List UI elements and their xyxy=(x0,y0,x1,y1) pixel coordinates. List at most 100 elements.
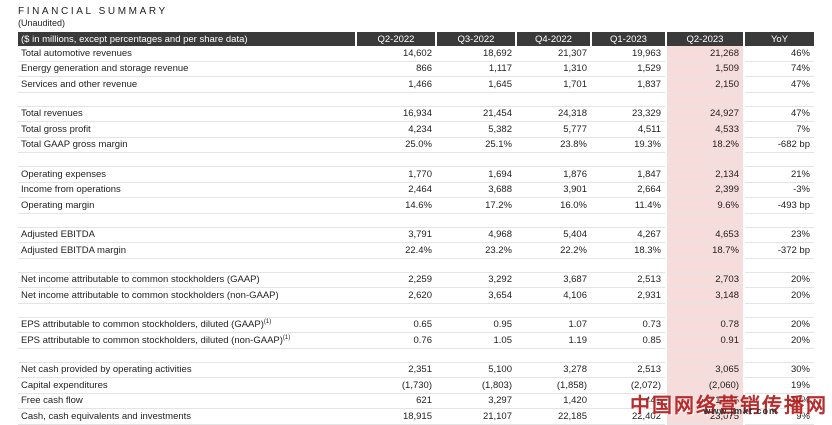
row-label: Total revenues xyxy=(18,106,356,122)
value-cell: 2,703 xyxy=(665,272,745,288)
value-cell: 0.78 xyxy=(665,317,745,333)
value-cell: (1,803) xyxy=(436,377,516,394)
value-cell: 18.7% xyxy=(665,242,745,259)
spacer-cell xyxy=(591,213,666,228)
value-cell: 0.76 xyxy=(356,332,436,349)
spacer-cell xyxy=(665,303,745,318)
row-label-text: Total revenues xyxy=(21,108,83,120)
value-cell: 18.2% xyxy=(665,137,745,153)
spacer-row xyxy=(18,303,814,318)
value-cell: 1.05 xyxy=(436,332,516,349)
value-cell: (2,060) xyxy=(665,377,745,394)
column-header: Q4-2022 xyxy=(515,32,591,46)
value-cell: 1,694 xyxy=(436,166,516,183)
row-label: Free cash flow xyxy=(18,393,356,409)
value-cell: 20% xyxy=(744,317,814,333)
value-cell: 19,963 xyxy=(591,46,666,62)
spacer-row xyxy=(18,348,814,363)
value-cell: 19.3% xyxy=(591,137,666,153)
value-cell: 17.2% xyxy=(436,197,516,214)
value-cell: 1,876 xyxy=(516,166,591,183)
row-label-text: Energy generation and storage revenue xyxy=(21,63,189,75)
spacer-cell xyxy=(744,258,814,273)
spacer-cell xyxy=(665,152,745,167)
title: FINANCIAL SUMMARY xyxy=(18,6,168,17)
spacer-cell xyxy=(591,303,666,318)
value-cell: 23,329 xyxy=(591,106,666,122)
spacer-cell xyxy=(516,92,591,107)
row-label-text: Operating margin xyxy=(21,199,95,211)
value-cell: 1.07 xyxy=(516,317,591,333)
value-cell: 2,399 xyxy=(665,182,745,198)
value-cell: 0.95 xyxy=(436,317,516,333)
value-cell: 21,454 xyxy=(436,106,516,122)
data-row: Services and other revenue 1,466 1,645 1,70… xyxy=(18,76,814,93)
spacer-cell xyxy=(665,92,745,107)
value-cell: 1,466 xyxy=(356,76,436,93)
value-cell: 3,297 xyxy=(436,393,516,409)
data-row: Adjusted EBITDA margin 22.4% 23.2% 22.2% 18.… xyxy=(18,242,814,259)
spacer-row xyxy=(18,152,814,167)
value-cell: 22,185 xyxy=(516,408,591,425)
value-cell: 1,529 xyxy=(591,61,666,77)
spacer-cell xyxy=(18,213,356,228)
data-row: Capital expenditures (1,730) (1,803) (1,858… xyxy=(18,377,814,394)
value-cell: 20% xyxy=(744,272,814,288)
value-cell: 1.19 xyxy=(516,332,591,349)
row-label: Services and other revenue xyxy=(18,76,356,93)
spacer-cell xyxy=(744,303,814,318)
spacer-cell xyxy=(516,303,591,318)
column-header: Q2-2023 xyxy=(665,32,744,46)
value-cell: 21,307 xyxy=(516,46,591,62)
value-cell: 2,464 xyxy=(356,182,436,198)
value-cell: 23.2% xyxy=(436,242,516,259)
row-label-text: Capital expenditures xyxy=(21,379,108,391)
value-cell: 20% xyxy=(744,332,814,349)
value-cell: 74% xyxy=(744,61,814,77)
value-cell: 47% xyxy=(744,106,814,122)
spacer-cell xyxy=(356,348,436,363)
subtitle: (Unaudited) xyxy=(18,18,66,28)
data-row: Total revenues 16,934 21,454 24,318 23,329 24… xyxy=(18,106,814,122)
spacer-cell xyxy=(744,348,814,363)
value-cell: 4,968 xyxy=(436,227,516,243)
spacer-cell xyxy=(516,258,591,273)
row-label-text: Services and other revenue xyxy=(21,78,138,90)
value-cell: 9.6% xyxy=(665,197,745,214)
row-label: Cash, cash equivalents and investments xyxy=(18,408,356,425)
spacer-row xyxy=(18,213,814,228)
spacer-cell xyxy=(516,213,591,228)
column-header: Q3-2022 xyxy=(435,32,516,46)
row-label-text: Free cash flow xyxy=(21,395,83,407)
value-cell: 20% xyxy=(744,287,814,304)
value-cell: (1,858) xyxy=(516,377,591,394)
value-cell: 5,777 xyxy=(516,121,591,138)
data-row: Net cash provided by operating activitie… xyxy=(18,362,814,378)
spacer-cell xyxy=(591,258,666,273)
value-cell: 23.8% xyxy=(516,137,591,153)
spacer-cell xyxy=(591,92,666,107)
value-cell: 3,148 xyxy=(665,287,745,304)
value-cell: (2,072) xyxy=(591,377,666,394)
data-row: Income from operations 2,464 3,688 3,901 2,6… xyxy=(18,182,814,198)
data-row: Total GAAP gross margin 25.0% 25.1% 23.8% 19… xyxy=(18,137,814,153)
data-row: Net income attributable to common stockh… xyxy=(18,287,814,304)
row-label-text: Net cash provided by operating activitie… xyxy=(21,364,192,376)
value-cell: 22.2% xyxy=(516,242,591,259)
spacer-row xyxy=(18,258,814,273)
row-label-text: Net income attributable to common stockh… xyxy=(21,289,279,301)
value-cell: 30% xyxy=(744,362,814,378)
row-label: Operating margin xyxy=(18,197,356,214)
row-label-text: Income from operations xyxy=(21,184,121,196)
spacer-cell xyxy=(744,152,814,167)
spacer-cell xyxy=(436,303,516,318)
spacer-cell xyxy=(591,152,666,167)
spacer-cell xyxy=(356,92,436,107)
row-label: Adjusted EBITDA xyxy=(18,227,356,243)
value-cell: 3,901 xyxy=(516,182,591,198)
value-cell: 1,117 xyxy=(436,61,516,77)
footnote-marker: (1) xyxy=(282,334,291,341)
spacer-cell xyxy=(665,213,745,228)
row-label-text: Cash, cash equivalents and investments xyxy=(21,410,192,422)
row-label-text: Adjusted EBITDA margin xyxy=(21,244,127,256)
